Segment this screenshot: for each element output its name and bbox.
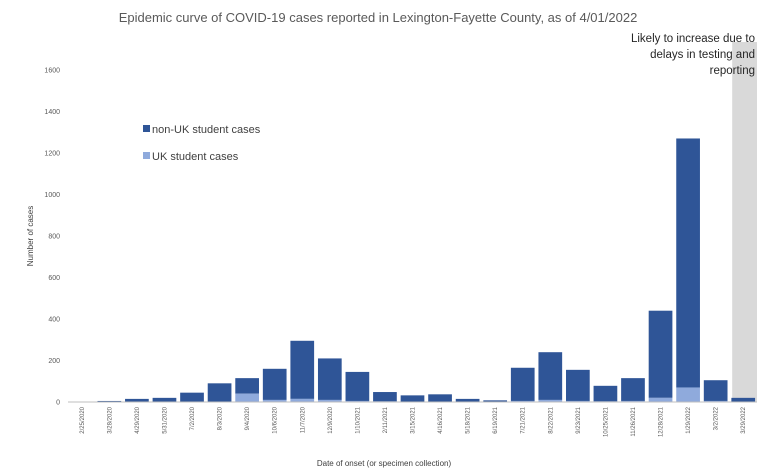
bar-uk-student-cases <box>703 400 728 402</box>
x-axis-label: Date of onset (or specimen collection) <box>317 459 452 468</box>
y-axis-ticks: 0 200 400 600 800 1000 1200 1400 1600 <box>44 68 60 407</box>
bar-uk-student-cases <box>262 399 287 402</box>
chart-title: Epidemic curve of COVID-19 cases reporte… <box>119 10 638 25</box>
x-tick-label: 3/29/2022 <box>741 406 747 433</box>
legend: non-UK student cases UK student cases <box>143 124 261 163</box>
bar-non-uk-student-cases <box>510 367 535 401</box>
x-tick-label: 11/7/2020 <box>300 406 306 433</box>
bar-non-uk-student-cases <box>483 400 508 402</box>
bar-non-uk-student-cases <box>428 394 452 402</box>
x-tick-label: 9/23/2021 <box>576 406 582 433</box>
bar-uk-student-cases <box>290 398 315 402</box>
x-axis-ticks: 2/25/2020 3/28/2020 4/29/2020 5/31/2020 7/2/… <box>80 406 747 437</box>
x-tick-label: 2/11/2021 <box>383 406 389 433</box>
bar-uk-student-cases <box>621 400 645 402</box>
x-tick-label: 3/15/2021 <box>411 406 417 433</box>
legend-swatch-uk <box>143 152 150 159</box>
bar-non-uk-student-cases <box>235 378 259 394</box>
y-tick-label: 1600 <box>44 68 60 75</box>
y-tick-label: 800 <box>48 234 60 241</box>
x-tick-label: 5/31/2020 <box>162 406 168 433</box>
y-tick-label: 400 <box>48 317 60 324</box>
legend-label-non-uk: non-UK student cases <box>152 124 261 136</box>
x-tick-label: 1/10/2021 <box>355 406 361 433</box>
x-tick-label: 9/4/2020 <box>245 406 251 430</box>
bar-non-uk-student-cases <box>97 400 122 402</box>
annotation-line-2: delays in testing and <box>650 49 755 61</box>
x-tick-label: 4/29/2020 <box>135 406 141 433</box>
legend-swatch-non-uk <box>143 125 150 132</box>
x-tick-label: 5/18/2021 <box>466 406 472 433</box>
bar-uk-student-cases <box>317 399 342 402</box>
annotation-line-3: reporting <box>710 65 755 77</box>
x-tick-label: 7/21/2021 <box>521 406 527 433</box>
bar-uk-student-cases <box>345 400 370 402</box>
bar-non-uk-student-cases <box>731 397 756 402</box>
y-tick-label: 1200 <box>44 151 60 158</box>
bar-non-uk-student-cases <box>676 138 700 388</box>
bar-non-uk-student-cases <box>180 392 204 402</box>
bar-uk-student-cases <box>648 397 673 402</box>
x-tick-label: 8/3/2020 <box>218 406 224 430</box>
x-tick-label: 10/6/2020 <box>273 406 279 433</box>
x-tick-label: 6/19/2021 <box>493 406 499 433</box>
bar-non-uk-student-cases <box>152 397 177 402</box>
x-tick-label: 7/2/2020 <box>190 406 196 430</box>
x-tick-label: 8/22/2021 <box>548 406 554 433</box>
x-tick-label: 4/16/2021 <box>438 406 444 433</box>
bar-uk-student-cases <box>510 400 535 402</box>
bar-non-uk-student-cases <box>455 398 480 402</box>
x-tick-label: 3/2/2022 <box>714 406 720 430</box>
bar-uk-student-cases <box>235 393 259 402</box>
bar-series <box>97 138 756 402</box>
bar-non-uk-student-cases <box>400 395 425 402</box>
bar-non-uk-student-cases <box>566 369 590 401</box>
x-tick-label: 11/26/2021 <box>631 406 637 436</box>
bar-non-uk-student-cases <box>262 368 287 400</box>
bar-uk-student-cases <box>566 400 590 402</box>
y-tick-label: 600 <box>48 275 60 282</box>
bar-non-uk-student-cases <box>207 383 232 402</box>
bar-uk-student-cases <box>676 387 700 402</box>
y-tick-label: 1400 <box>44 109 60 116</box>
y-tick-label: 200 <box>48 358 60 365</box>
bar-non-uk-student-cases <box>290 340 315 399</box>
x-tick-label: 12/28/2021 <box>659 406 665 437</box>
y-axis-label: Number of cases <box>26 206 35 266</box>
annotation-line-1: Likely to increase due to <box>631 33 755 45</box>
x-tick-label: 12/9/2020 <box>328 406 334 433</box>
bar-non-uk-student-cases <box>125 398 149 402</box>
bar-non-uk-student-cases <box>621 378 645 401</box>
incomplete-data-shaded-region <box>732 42 757 402</box>
x-tick-label: 2/25/2020 <box>80 406 86 433</box>
bar-non-uk-student-cases <box>345 371 370 401</box>
bar-non-uk-student-cases <box>317 358 342 400</box>
incomplete-data-annotation: Likely to increase due to delays in test… <box>631 33 755 77</box>
y-tick-label: 1000 <box>44 192 60 199</box>
x-tick-label: 10/25/2021 <box>603 406 609 437</box>
legend-label-uk: UK student cases <box>152 151 239 163</box>
y-tick-label: 0 <box>56 400 60 407</box>
x-tick-label: 1/29/2022 <box>686 406 692 433</box>
bar-non-uk-student-cases <box>538 352 563 400</box>
bar-uk-student-cases <box>538 399 563 402</box>
bar-non-uk-student-cases <box>703 380 728 401</box>
x-tick-label: 3/28/2020 <box>107 406 113 433</box>
bar-non-uk-student-cases <box>373 392 397 402</box>
bar-non-uk-student-cases <box>648 310 673 398</box>
bar-non-uk-student-cases <box>593 385 618 402</box>
